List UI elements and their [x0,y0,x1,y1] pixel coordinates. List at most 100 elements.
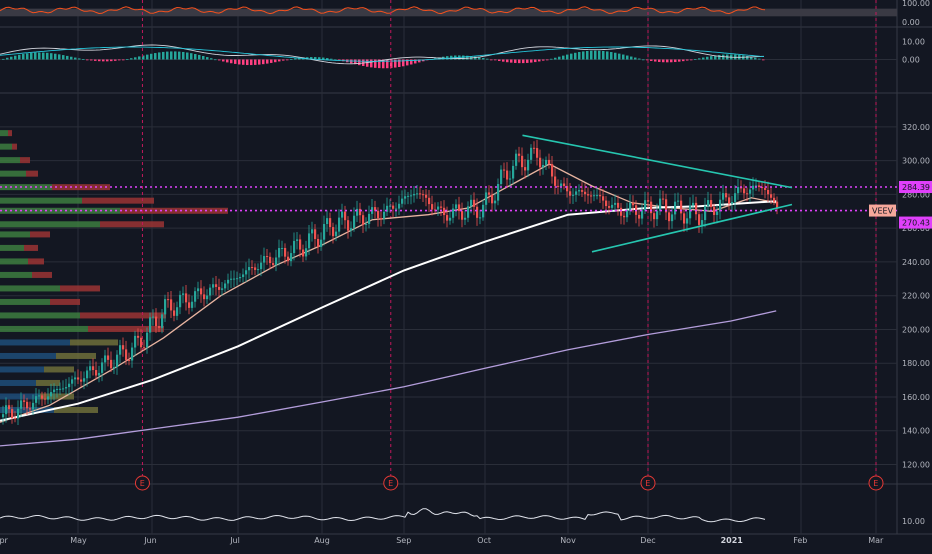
price-tick-label: 140.00 [902,427,930,436]
volume-profile-down-bar [44,366,74,373]
macd-histogram-bar [690,59,693,61]
candle-body [314,229,317,239]
candle-body [302,249,305,257]
macd-histogram-bar [594,50,597,60]
candle-body [113,366,116,369]
macd-histogram-bar [498,59,501,61]
candle-body [257,269,260,271]
candle-body [488,192,491,195]
volume-profile-down-bar [36,379,60,386]
candle-body [38,395,41,397]
candle-body [476,206,479,218]
candle-body [506,170,509,180]
candle-body [86,370,89,379]
candle-body [20,400,23,409]
candle-body [461,211,464,220]
candle-body [212,284,215,288]
macd-histogram-bar [162,51,165,60]
candle-body [182,293,185,295]
candle-body [161,314,164,328]
candle-body [470,199,473,207]
price-tick-label: 200.00 [902,325,930,334]
candle-body [539,157,542,168]
volume-profile-down-bar [60,285,100,292]
candle-body [545,159,548,165]
macd-histogram-bar [150,53,153,60]
candle-body [164,299,167,315]
candle-body [419,193,422,195]
candle-body [704,206,707,221]
candle-body [530,147,533,160]
macd-histogram-bar [618,53,621,60]
candle-body [26,401,29,409]
macd-histogram-bar [754,57,757,60]
macd-histogram-bar [670,59,673,63]
candle-body [473,199,476,207]
candle-body [647,200,650,202]
candle-body [104,355,107,363]
candle-body [626,210,629,218]
macd-histogram-bar [66,55,69,60]
macd-histogram-bar [366,59,369,67]
earnings-marker [134,475,150,491]
candle-body [386,205,389,212]
candle-body [755,185,758,187]
candle-body [80,379,83,382]
macd-histogram-bar [58,54,61,60]
macd-histogram-bar [270,59,273,63]
macd-histogram-bar [174,51,177,60]
macd-histogram-bar [266,59,269,64]
candle-body [722,193,725,200]
macd-histogram-bar [110,59,113,62]
candle-body [650,201,653,214]
macd-histogram-bar [758,58,761,60]
macd-histogram-bar [514,59,517,63]
macd-histogram-bar [10,56,13,60]
candle-body [518,153,521,156]
macd-signal-line [0,46,765,62]
macd-histogram-bar [534,59,537,63]
trendline [591,203,793,253]
volume-profile-up-bar [0,170,26,177]
candle-body [605,200,608,207]
volume-profile-up-bar [0,393,40,400]
candle-body [122,345,125,350]
volume-profile-up-bar [0,379,36,386]
macd-histogram-bar [14,55,17,60]
volume-profile-down-bar [26,170,38,177]
macd-tick-label: 10.00 [902,38,925,47]
candle-body [248,267,251,271]
macd-histogram-bar [494,59,497,61]
macd-histogram-bar [490,59,493,61]
candle-body [116,354,119,367]
macd-histogram-bar [482,57,485,60]
macd-histogram-bar [478,57,481,60]
macd-histogram-bar [106,59,109,62]
candle-body [179,294,182,308]
macd-histogram-bar [2,58,5,60]
candle-body [410,195,413,197]
macd-histogram-bar [74,57,77,60]
candle-body [50,392,53,397]
macd-histogram-bar [166,51,169,60]
candle-body [581,190,584,192]
candle-body [155,316,158,327]
candle-body [578,190,581,192]
macd-histogram-bar [30,52,33,60]
candle-body [407,195,410,197]
candle-body [449,217,452,221]
macd-histogram-bar [530,59,533,63]
macd-histogram-bar [610,52,613,60]
price-tick-label: 160.00 [902,393,930,402]
candle-body [110,359,113,369]
macd-histogram-bar [70,56,73,60]
candle-body [53,389,56,393]
macd-histogram-bar [322,57,325,60]
price-tag-284 [899,180,932,193]
candle-body [380,218,383,220]
candle-body [611,204,614,208]
volume-profile-up-bar [0,231,30,238]
